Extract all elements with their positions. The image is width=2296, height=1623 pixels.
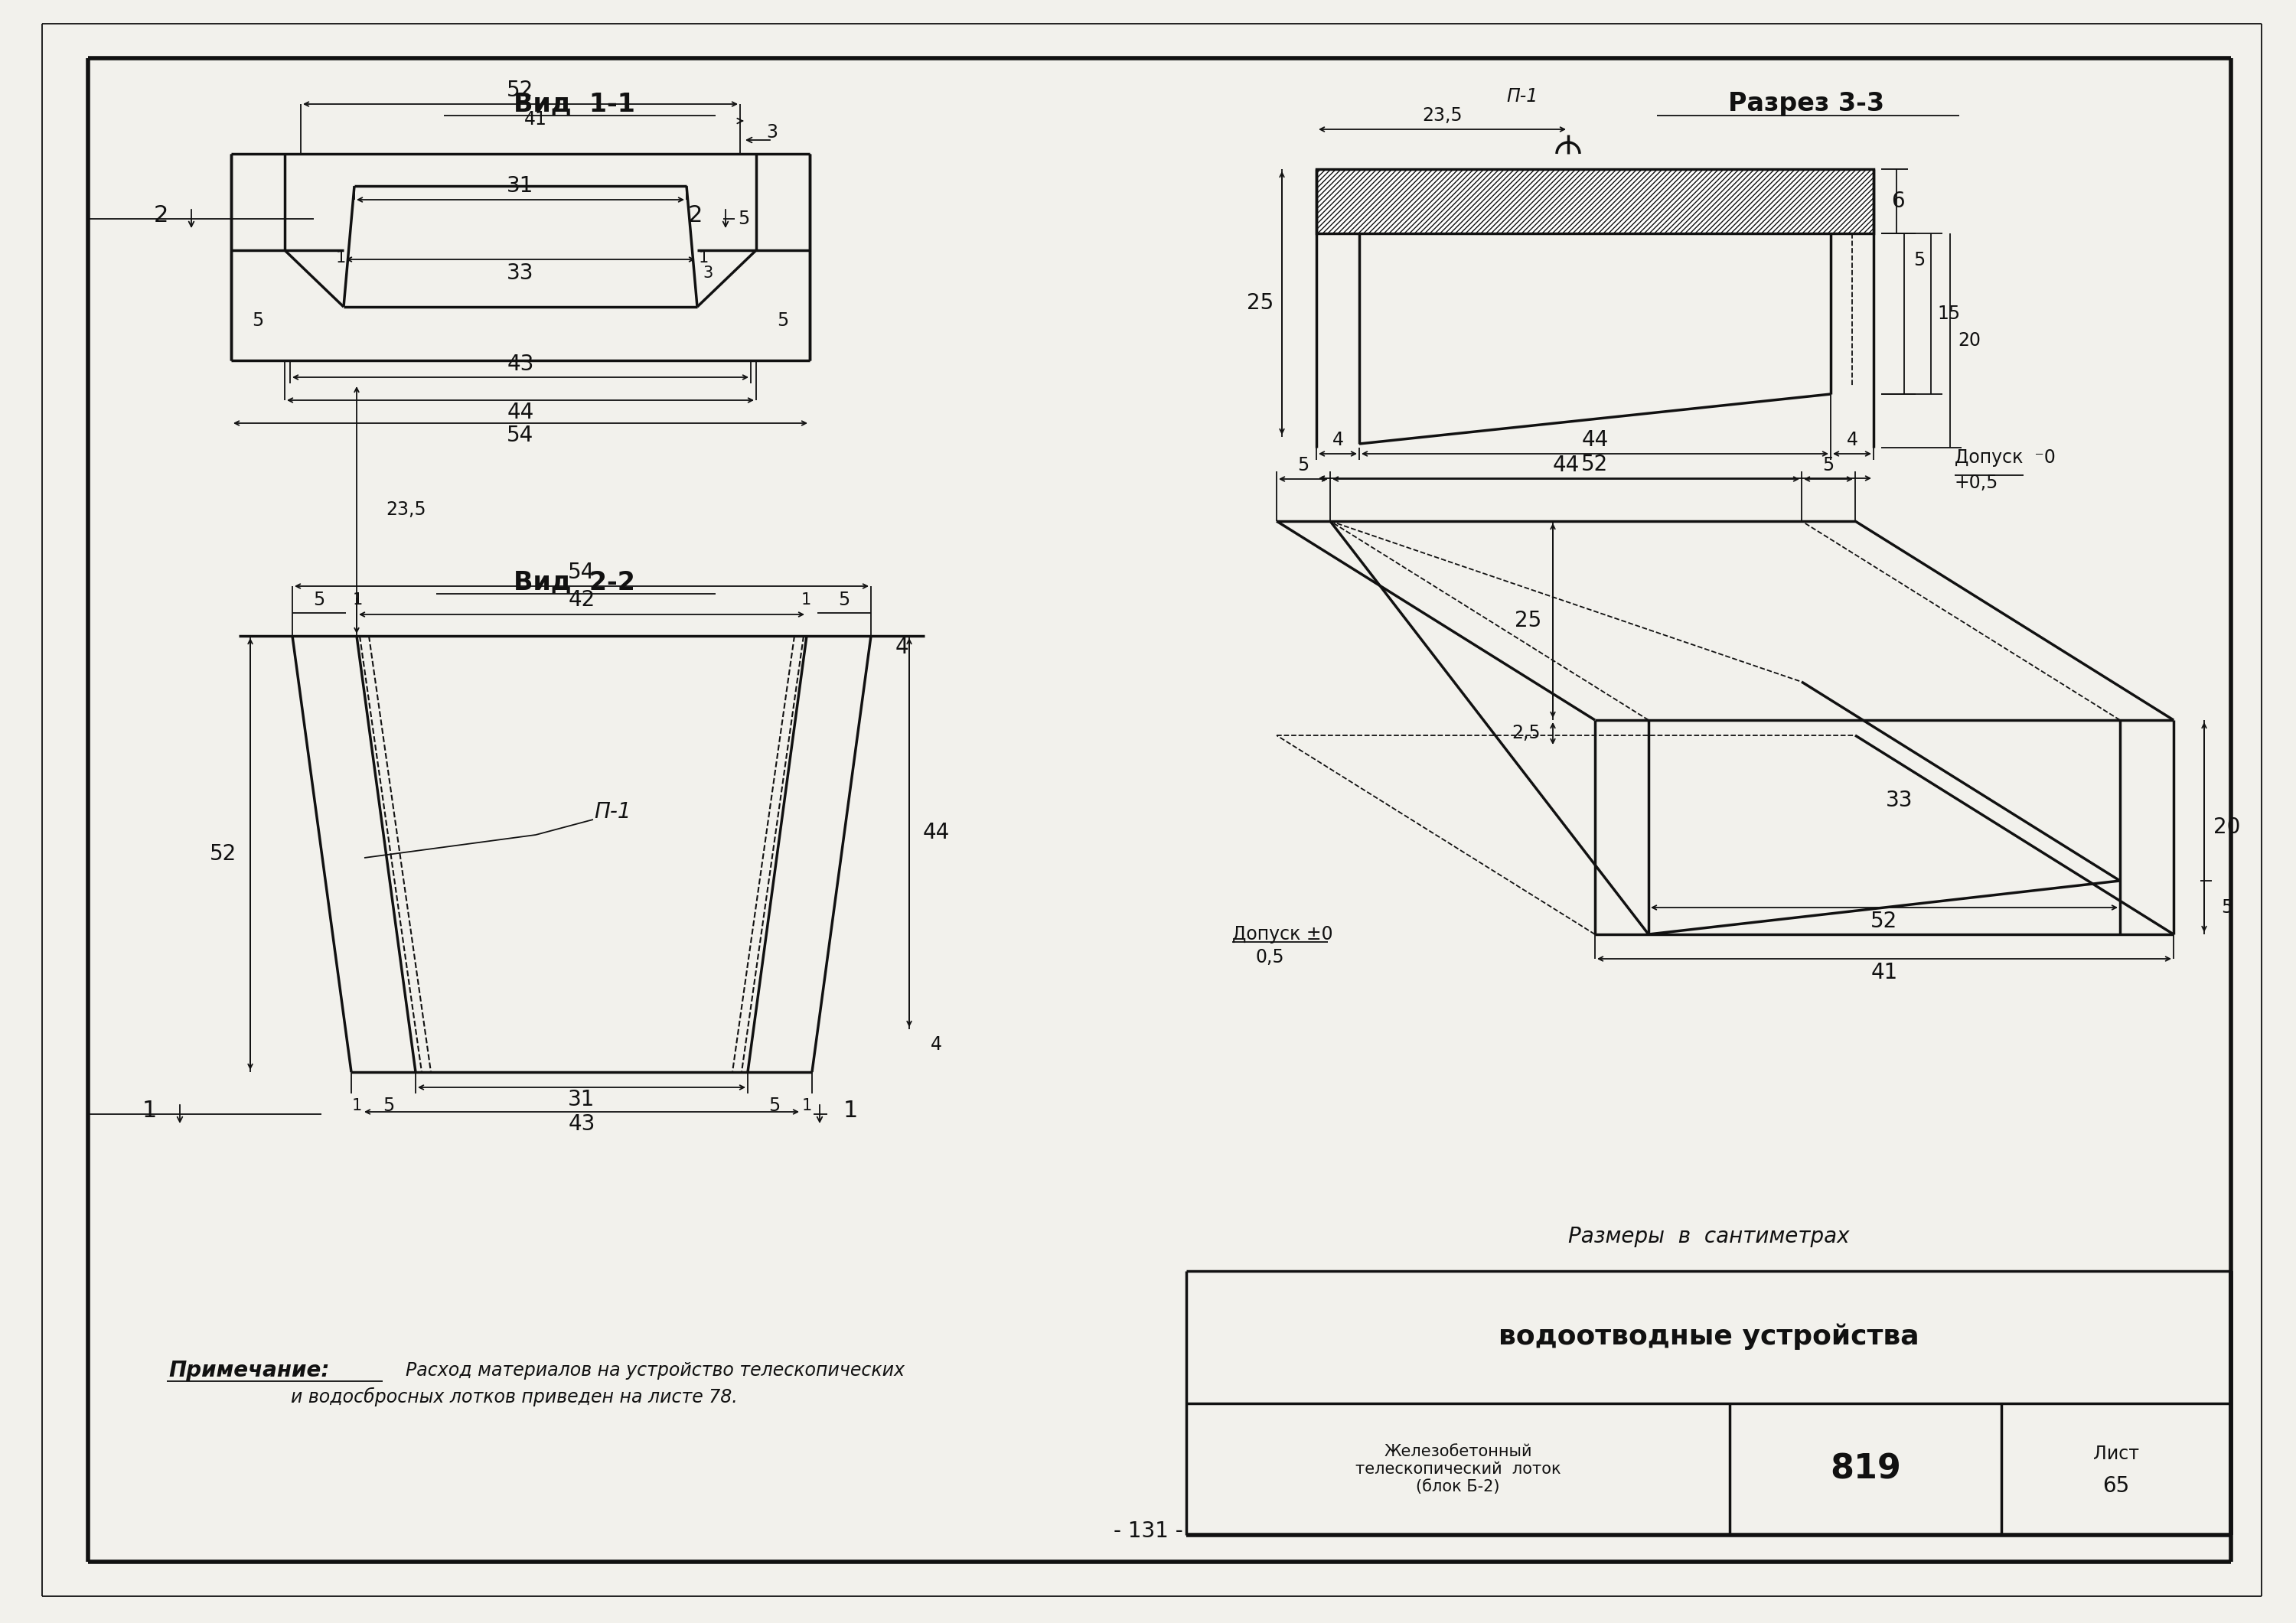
Text: 1: 1 (142, 1099, 156, 1121)
Text: 2: 2 (687, 204, 703, 226)
Text: 2,5: 2,5 (1511, 724, 1541, 743)
Text: 20: 20 (2213, 816, 2241, 837)
Text: 15: 15 (1938, 305, 1961, 323)
Text: 5: 5 (1913, 252, 1926, 269)
Text: Допуск  ⁻0: Допуск ⁻0 (1954, 448, 2055, 467)
Text: Размеры  в  сантиметрах: Размеры в сантиметрах (1568, 1225, 1848, 1248)
Text: Вид  1-1: Вид 1-1 (514, 91, 634, 117)
Text: 5: 5 (1823, 456, 1835, 474)
Text: 41: 41 (523, 110, 546, 128)
Text: Примечание:: Примечание: (168, 1360, 331, 1381)
Text: 1: 1 (801, 592, 810, 607)
Text: 5: 5 (776, 312, 790, 329)
Text: 44: 44 (1552, 454, 1580, 476)
Text: 52: 52 (209, 844, 236, 865)
Text: 23,5: 23,5 (386, 502, 427, 519)
Text: 33: 33 (1885, 790, 1913, 812)
Text: 52: 52 (507, 80, 535, 101)
Text: 44: 44 (507, 403, 535, 424)
Text: 43: 43 (507, 354, 535, 375)
Text: 6: 6 (1892, 190, 1906, 213)
Text: 5: 5 (2220, 899, 2234, 917)
Text: Вид  2-2: Вид 2-2 (514, 570, 634, 596)
Text: 0,5: 0,5 (1256, 948, 1283, 966)
Text: 31: 31 (567, 1089, 595, 1110)
Text: 44: 44 (1582, 428, 1609, 451)
Text: 42: 42 (567, 589, 595, 610)
Text: водоотводные устройства: водоотводные устройства (1499, 1324, 1919, 1350)
Text: 5: 5 (253, 312, 264, 329)
Text: Допуск ±0: Допуск ±0 (1233, 925, 1334, 943)
Text: 54: 54 (567, 562, 595, 583)
Text: и водосбросных лотков приведен на листе 78.: и водосбросных лотков приведен на листе … (292, 1388, 737, 1406)
Text: 25: 25 (1247, 292, 1274, 313)
Text: 20: 20 (1958, 331, 1981, 349)
Text: 3: 3 (767, 123, 778, 141)
Text: 52: 52 (1871, 911, 1899, 932)
Text: 5: 5 (838, 591, 850, 609)
Text: 41: 41 (1871, 962, 1899, 984)
Text: П-1: П-1 (595, 802, 631, 823)
Text: 33: 33 (507, 263, 535, 284)
Text: +0,5: +0,5 (1954, 474, 1998, 492)
Text: 25: 25 (1515, 610, 1543, 631)
Text: Железобетонный
телескопический  лоток
(блок Б-2): Железобетонный телескопический лоток (бл… (1355, 1443, 1561, 1495)
Text: 4: 4 (1846, 430, 1857, 450)
Polygon shape (1316, 169, 1874, 234)
Text: 44: 44 (923, 821, 951, 844)
Text: 1: 1 (351, 592, 363, 607)
Text: 43: 43 (567, 1113, 595, 1134)
Text: 1: 1 (843, 1099, 859, 1121)
Text: Расход материалов на устройство телескопических: Расход материалов на устройство телескоп… (406, 1362, 905, 1380)
Text: 5: 5 (383, 1097, 395, 1115)
Text: 1: 1 (351, 1099, 363, 1113)
Text: 4: 4 (895, 636, 909, 657)
Text: 52: 52 (1582, 454, 1609, 476)
Text: 5: 5 (737, 209, 751, 227)
Text: 819: 819 (1830, 1453, 1901, 1485)
Text: 5: 5 (312, 591, 326, 609)
Text: 5: 5 (1297, 456, 1309, 474)
Text: 54: 54 (507, 425, 535, 446)
Text: 65: 65 (2103, 1475, 2128, 1496)
Text: 1: 1 (801, 1099, 813, 1113)
Text: 3: 3 (703, 266, 714, 281)
Text: 1: 1 (335, 250, 347, 266)
Text: Лист: Лист (2094, 1444, 2140, 1462)
Text: 1: 1 (698, 250, 709, 266)
Text: 4: 4 (930, 1035, 941, 1053)
Text: 5: 5 (769, 1097, 781, 1115)
Text: 2: 2 (154, 204, 168, 226)
Text: 4: 4 (1332, 430, 1343, 450)
Text: 23,5: 23,5 (1421, 107, 1463, 125)
Text: Разрез 3-3: Разрез 3-3 (1729, 91, 1885, 117)
Text: 31: 31 (507, 175, 535, 196)
Text: П-1: П-1 (1506, 88, 1538, 105)
Text: - 131 -: - 131 - (1114, 1521, 1182, 1542)
